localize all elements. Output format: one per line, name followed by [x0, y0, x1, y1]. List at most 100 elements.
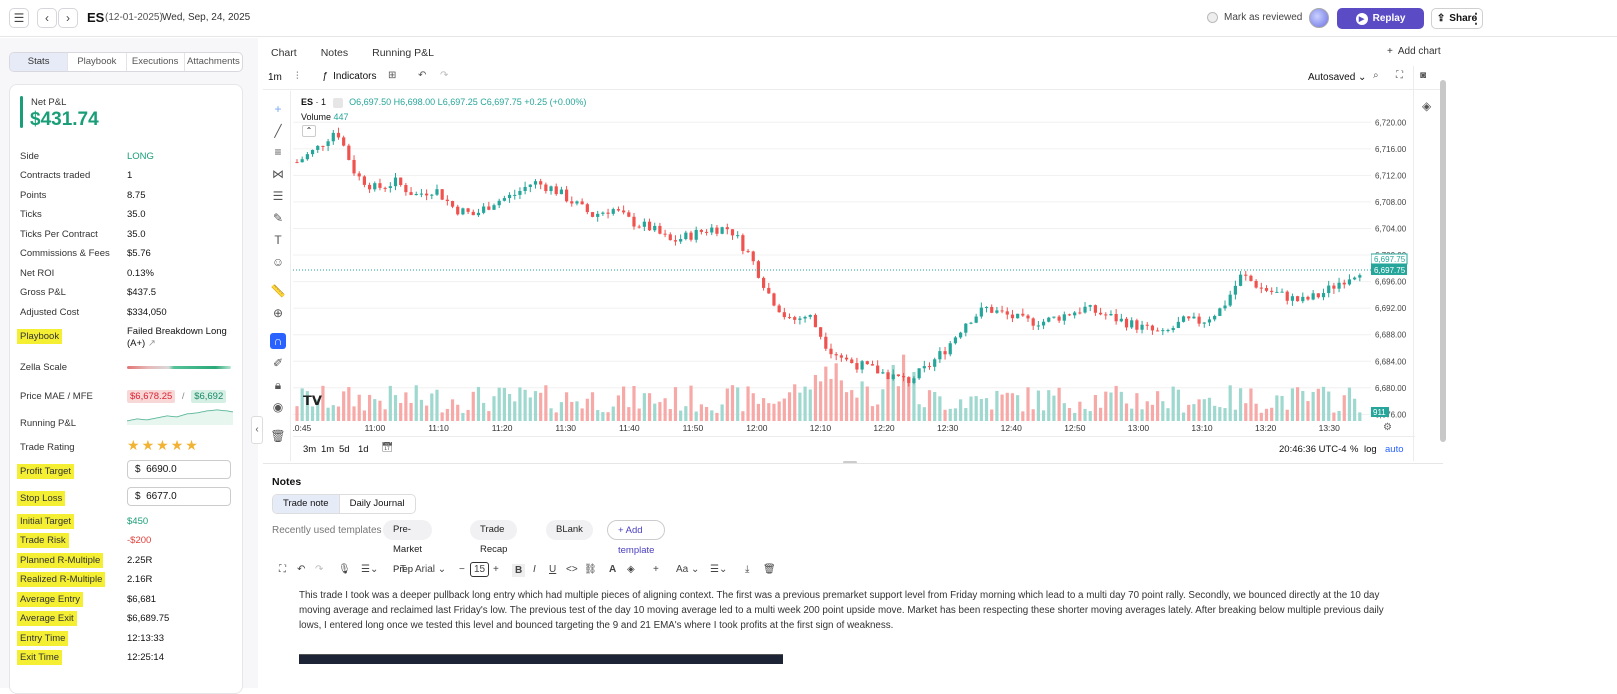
paragraph-align-icon[interactable]: ☰⌄ [710, 564, 728, 575]
underline-icon[interactable]: U [549, 564, 557, 575]
tab-executions[interactable]: Executions [127, 53, 185, 71]
undo-icon[interactable]: ↶ [418, 70, 427, 81]
highlight-icon[interactable]: ◈ [627, 564, 635, 575]
resize-handle[interactable] [843, 461, 857, 464]
tab-attachments[interactable]: Attachments [186, 56, 240, 67]
volume-bar [959, 399, 963, 421]
layout-grid-icon[interactable]: ⊞ [388, 70, 397, 81]
code-icon[interactable]: <> [566, 564, 578, 575]
log-toggle[interactable]: log [1364, 444, 1377, 455]
legend-collapse-icon[interactable] [332, 97, 343, 108]
fullscreen-icon[interactable]: ⛶ [1396, 70, 1403, 81]
scrollbar[interactable] [1440, 80, 1446, 442]
more-options-icon[interactable]: ⋮ [1469, 10, 1483, 26]
auto-toggle[interactable]: auto [1385, 444, 1404, 455]
profit-target-input[interactable]: $ 6690.0 [127, 460, 231, 479]
price-axis[interactable]: 6,720.00 6,716.00 6,712.00 6,708.00 6,704.00… [1371, 91, 1416, 436]
range-5d[interactable]: 5d [339, 444, 350, 455]
price-chart[interactable] [293, 91, 1415, 436]
add-chart-button[interactable]: + Add chart [1387, 46, 1441, 57]
insert-plus-icon[interactable]: + [653, 564, 659, 575]
tab-daily-journal[interactable]: Daily Journal [338, 495, 415, 513]
zoom-in-icon[interactable]: ⊕ [272, 306, 284, 320]
star-icon[interactable]: ★ [170, 437, 186, 453]
trash-icon[interactable]: 🗑︎ [763, 564, 776, 575]
trash-icon[interactable]: 🗑︎ [270, 429, 286, 443]
star-icon[interactable]: ★ [185, 437, 200, 453]
tab-trade-note[interactable]: Trade note [273, 495, 339, 513]
volume-bar [357, 394, 361, 421]
tab-stats[interactable]: Stats [10, 53, 69, 71]
fib-icon[interactable]: ☰ [272, 189, 284, 203]
menu-icon[interactable]: ☰ [9, 8, 29, 28]
text-case-menu[interactable]: Aa ⌄ [676, 564, 700, 575]
font-color-icon[interactable]: A [609, 564, 617, 575]
download-icon[interactable]: ⤓ [745, 564, 750, 575]
redo-icon[interactable]: ↷ [440, 70, 449, 81]
tab-running-pnl[interactable]: Running P&L [372, 47, 435, 59]
link-icon[interactable]: ⛓︎ [584, 564, 597, 575]
brush-icon[interactable]: ✎ [272, 211, 284, 225]
template-pill[interactable]: Pre-Market Prep [383, 520, 433, 575]
note-embedded-screenshot[interactable] [299, 654, 783, 664]
bold-icon[interactable]: B [512, 564, 526, 577]
font-select[interactable]: Arial ⌄ [415, 564, 447, 575]
tab-chart[interactable]: Chart [271, 47, 297, 59]
text-tool-icon[interactable]: T [274, 233, 282, 247]
align-menu-icon[interactable]: ☰⌄ [361, 564, 379, 575]
share-button[interactable]: ⇪ Share [1431, 8, 1483, 29]
magnet-icon[interactable]: ∩ [270, 333, 286, 349]
redo-icon[interactable]: ↷ [315, 564, 324, 575]
trade-rating-stars[interactable]: ★★★★★ [127, 437, 200, 454]
note-body[interactable]: This trade I took was a deeper pullback … [299, 590, 1384, 631]
draw-lock-icon[interactable]: ✐ [272, 356, 284, 370]
horizontal-lines-icon[interactable]: ≡ [274, 145, 282, 159]
avatar[interactable] [1309, 8, 1329, 28]
range-3m[interactable]: 3m [303, 444, 317, 455]
pattern-icon[interactable]: ⋈ [272, 167, 284, 181]
text-format-icon[interactable]: T [400, 564, 407, 575]
range-1m[interactable]: 1m [321, 444, 335, 455]
interval-select[interactable]: 1m [268, 72, 282, 83]
microphone-icon[interactable]: 🎙︎ [338, 564, 351, 575]
chevron-right-icon[interactable]: › [58, 8, 78, 28]
eye-icon[interactable]: ◉ [272, 400, 284, 414]
zoom-icon[interactable]: ⌕ [1373, 70, 1379, 81]
template-pill[interactable]: Trade Recap [470, 520, 518, 555]
calendar-icon[interactable]: 📅︎ [381, 442, 394, 453]
chevron-up-icon[interactable]: ⌃ [302, 125, 316, 137]
expand-icon[interactable]: ⛶ [279, 564, 286, 575]
ruler-icon[interactable]: 📏 [270, 284, 286, 298]
layers-icon[interactable]: ◈ [1422, 99, 1432, 113]
indicators-button[interactable]: ƒ Indicators [322, 71, 376, 82]
replay-button[interactable]: ▶ Replay [1337, 8, 1424, 29]
mark-reviewed-toggle[interactable]: Mark as reviewed [1207, 12, 1302, 23]
playbook-value[interactable]: Failed Breakdown Long (A+) ↗ [127, 326, 232, 350]
add-template-button[interactable]: + Add template [607, 520, 666, 556]
font-size-input[interactable]: 15 [470, 562, 490, 577]
tab-playbook[interactable]: Playbook [68, 53, 127, 71]
time-axis[interactable]: 10:45 11:00 11:10 11:20 11:30 11:40 11:50 12:00… [293, 420, 1415, 436]
crosshair-icon[interactable]: + [274, 102, 282, 116]
autosaved-menu[interactable]: Autosaved ⌄ [1308, 72, 1367, 83]
star-icon[interactable]: ★ [127, 437, 142, 453]
star-icon[interactable]: ★ [156, 437, 171, 453]
template-pill[interactable]: BLank [546, 520, 593, 540]
italic-icon[interactable]: I [533, 564, 536, 575]
font-increase-icon[interactable]: + [493, 564, 499, 575]
stop-loss-input[interactable]: $ 6677.0 [127, 487, 231, 506]
settings-gear-icon[interactable]: ⚙ [1383, 422, 1392, 433]
emoji-icon[interactable]: ☺ [271, 255, 285, 269]
trend-line-icon[interactable]: ╱ [274, 124, 282, 138]
star-icon[interactable]: ★ [141, 437, 157, 453]
chevron-left-icon[interactable]: ‹ [37, 8, 57, 28]
percent-toggle[interactable]: % [1350, 444, 1359, 455]
undo-icon[interactable]: ↶ [297, 564, 306, 575]
font-decrease-icon[interactable]: − [459, 564, 465, 575]
range-1d[interactable]: 1d [358, 444, 369, 455]
tab-notes[interactable]: Notes [320, 47, 349, 59]
collapse-panel-icon[interactable]: ‹ [251, 416, 263, 444]
camera-icon[interactable]: ◙ [1420, 70, 1427, 81]
lock-icon[interactable]: 🔒︎ [274, 378, 282, 392]
candle-type-icon[interactable]: ⫶ [296, 71, 299, 82]
